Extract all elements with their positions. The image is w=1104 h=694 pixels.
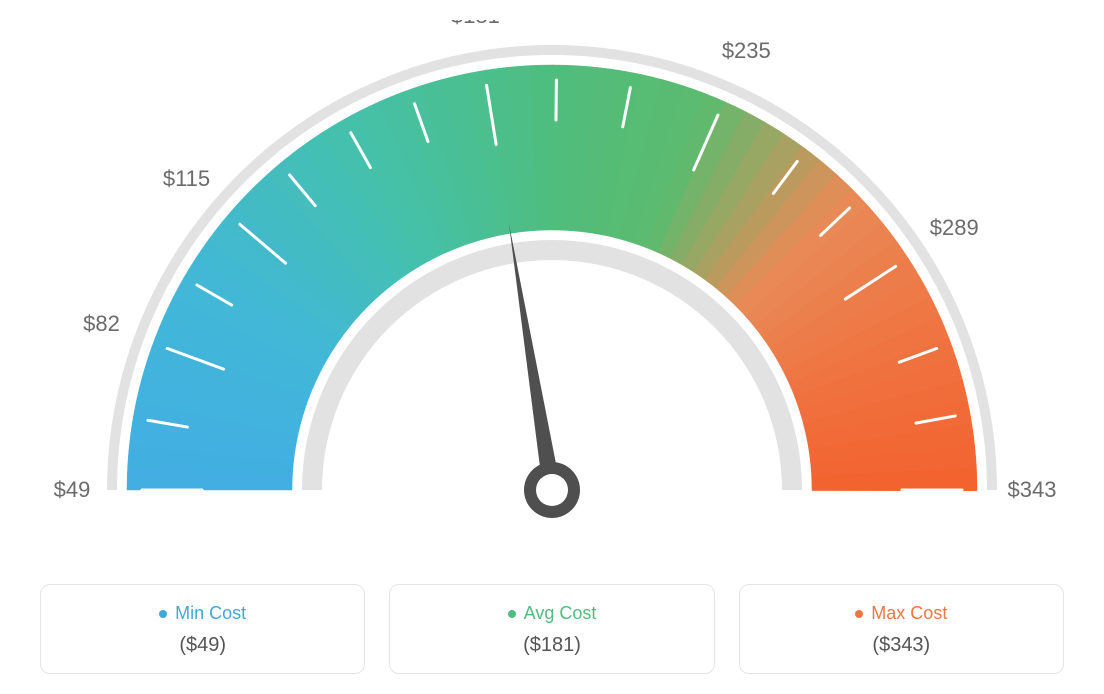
legend-dot-max bbox=[855, 610, 863, 618]
gauge-tick-label: $181 bbox=[451, 20, 500, 28]
legend-card-max: Max Cost ($343) bbox=[739, 584, 1064, 674]
legend-value-avg: ($181) bbox=[402, 634, 701, 657]
cost-gauge: $49 $82 $115 $181 $235 $289 $343 Min Cost ($49… bbox=[20, 20, 1084, 674]
gauge-tick-label: $343 bbox=[1008, 477, 1057, 502]
legend-dot-min bbox=[159, 610, 167, 618]
gauge-tick-label: $289 bbox=[930, 215, 979, 240]
legend-label-max: Max Cost bbox=[855, 603, 947, 624]
gauge-tick-label: $235 bbox=[722, 38, 771, 63]
legend-label-avg: Avg Cost bbox=[508, 603, 597, 624]
gauge-tick-label: $82 bbox=[83, 311, 120, 336]
legend-card-min: Min Cost ($49) bbox=[40, 584, 365, 674]
legend-value-max: ($343) bbox=[752, 634, 1051, 657]
legend-label-min-text: Min Cost bbox=[175, 603, 246, 624]
legend-row: Min Cost ($49) Avg Cost ($181) Max Cost … bbox=[20, 584, 1084, 674]
gauge-svg-container: $49 $82 $115 $181 $235 $289 $343 bbox=[20, 20, 1084, 560]
gauge-tick-label: $115 bbox=[163, 166, 210, 191]
legend-dot-avg bbox=[508, 610, 516, 618]
gauge-svg: $49 $82 $115 $181 $235 $289 $343 bbox=[20, 20, 1084, 560]
gauge-hub-inner bbox=[536, 474, 568, 506]
gauge-needle bbox=[509, 223, 561, 491]
legend-label-max-text: Max Cost bbox=[871, 603, 947, 624]
legend-label-avg-text: Avg Cost bbox=[524, 603, 597, 624]
legend-card-avg: Avg Cost ($181) bbox=[389, 584, 714, 674]
legend-value-min: ($49) bbox=[53, 634, 352, 657]
legend-label-min: Min Cost bbox=[159, 603, 246, 624]
gauge-tick-label: $49 bbox=[54, 477, 91, 502]
